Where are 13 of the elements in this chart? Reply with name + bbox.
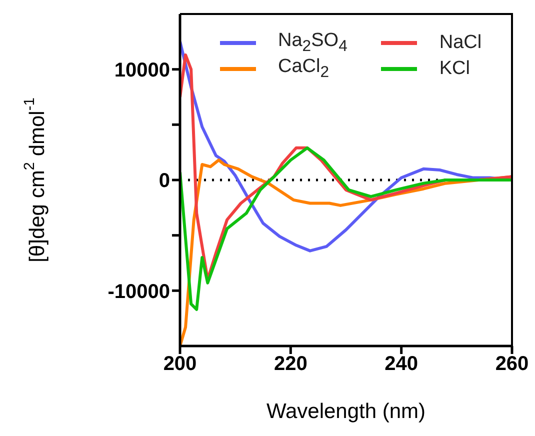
y-tick-label: -10000	[108, 280, 170, 303]
x-tick-label: 200	[163, 353, 197, 376]
y-tick-label: 0	[158, 170, 170, 192]
legend-label: CaCl$_{2}$	[278, 56, 330, 82]
legend-label: NaCl	[439, 32, 482, 54]
x-tick-label: 260	[495, 353, 529, 376]
y-tick-label: 10000	[114, 59, 170, 82]
x-tick-label: 220	[274, 353, 308, 376]
legend-label: KCl	[439, 58, 470, 80]
line-series	[180, 146, 512, 311]
x-tick-label: 240	[384, 353, 418, 376]
legend-label: Na$_{2}$SO$_{4}$	[278, 30, 348, 56]
x-axis-title: Wavelength (nm)	[266, 400, 426, 423]
